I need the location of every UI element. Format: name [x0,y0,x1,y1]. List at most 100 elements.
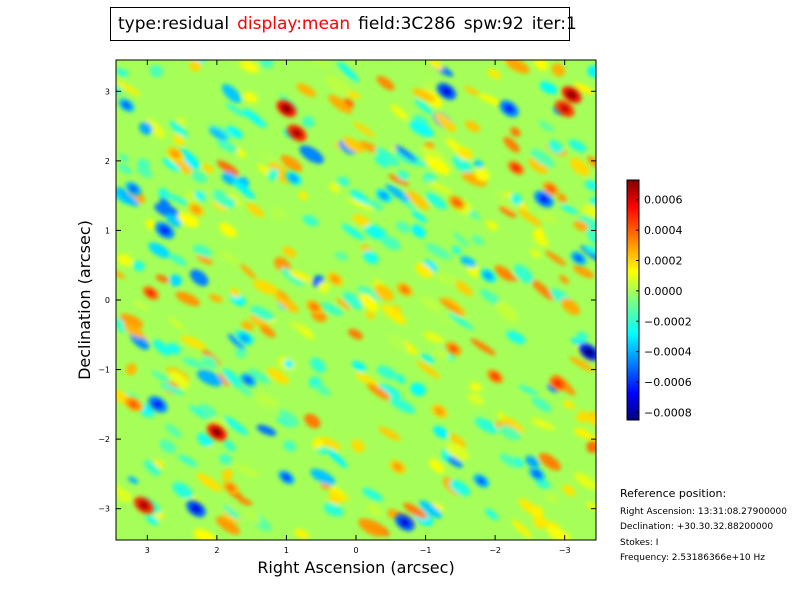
texture-blob [375,147,400,167]
texture-blob [380,235,401,251]
texture-blob [418,500,442,519]
texture-blob [495,300,518,323]
texture-blob [387,508,398,519]
texture-blob [325,75,351,96]
texture-blob [223,505,240,520]
texture-blob [328,94,353,114]
y-tick-label: 1 [105,226,110,235]
hotspot-core [452,198,462,207]
texture-blob [267,168,279,181]
texture-blob [189,60,202,72]
texture-blob [127,476,139,485]
texture-blob [177,148,200,170]
texture-blob [568,139,587,153]
hotspot-core [280,103,292,114]
texture-blob [389,396,416,414]
colorbar-tick-label: −0.0006 [644,376,692,389]
coldspot-core [281,473,291,482]
texture-blob [270,206,288,222]
texture-blob [257,151,283,166]
texture-blob [412,88,435,102]
texture-blob [357,286,381,301]
texture-blob [484,508,499,520]
texture-blob [423,331,444,344]
texture-blob [218,251,240,265]
texture-blob [535,478,551,489]
hotspot-core [291,128,303,139]
title-field: field:3C286 [358,14,456,34]
texture-blob [136,165,153,178]
texture-blob [123,323,145,338]
texture-blob [540,211,558,224]
texture-blob [336,298,351,310]
x-tick-label: −3 [559,546,571,555]
texture-blob [177,117,186,126]
colorbar-tick-label: 0.0004 [644,224,683,237]
x-tick-label: −2 [489,546,501,555]
texture-blob [374,284,395,302]
hotspot-core [128,400,138,409]
texture-blob [445,443,469,461]
texture-blob [557,193,567,203]
texture-blob [202,163,214,174]
texture-blob [159,439,177,454]
texture-blob [427,180,454,196]
texture-blob [323,503,344,517]
texture-blob [574,472,596,490]
texture-blob [256,424,277,436]
coldspot-core [379,191,389,200]
texture-blob [562,484,576,497]
texture-blob [448,312,474,330]
texture-blob [397,169,410,181]
texture-blob [562,400,576,409]
texture-blob [296,83,317,97]
texture-blob [116,68,129,77]
texture-blob [374,155,389,168]
texture-blob [150,370,171,383]
texture-blob [506,330,526,345]
texture-blob [411,210,427,223]
texture-blob [358,141,379,153]
texture-blob [499,206,517,218]
texture-blob [302,116,315,128]
texture-blob [168,370,189,389]
texture-blob [152,339,171,356]
texture-blob [318,281,330,294]
coldspot-core [574,254,584,263]
texture-blob [311,310,327,323]
texture-blob [276,417,293,428]
texture-blob [461,171,487,187]
texture-blob [268,162,292,184]
texture-blob [414,98,433,115]
texture-blob [236,496,253,506]
texture-blob [224,416,248,436]
texture-blob [358,518,384,537]
texture-blob [467,393,484,406]
texture-blob [197,433,213,448]
texture-blob [336,61,359,82]
texture-blob [376,365,397,380]
texture-blob [573,220,589,232]
x-axis-label: Right Ascension (arcsec) [257,558,454,577]
texture-blob [189,269,209,287]
texture-blob [395,374,406,384]
texture-blob [438,298,462,315]
texture-blob [586,226,596,238]
texture-blob [312,437,324,449]
texture-blob [376,75,395,91]
texture-blob [366,383,392,401]
texture-blob [423,172,436,185]
texture-blob [239,263,257,279]
texture-blob [216,139,238,153]
hotspot-core [546,184,556,193]
texture-blob [149,64,164,78]
texture-blob [582,205,596,219]
hotspot-core [309,302,319,312]
texture-blob [572,265,595,279]
texture-blob [180,335,206,350]
texture-blob [352,214,370,227]
coldspot-core [240,334,250,343]
texture-blob [196,473,222,492]
texture-blob [511,519,532,538]
texture-blob [545,492,558,504]
